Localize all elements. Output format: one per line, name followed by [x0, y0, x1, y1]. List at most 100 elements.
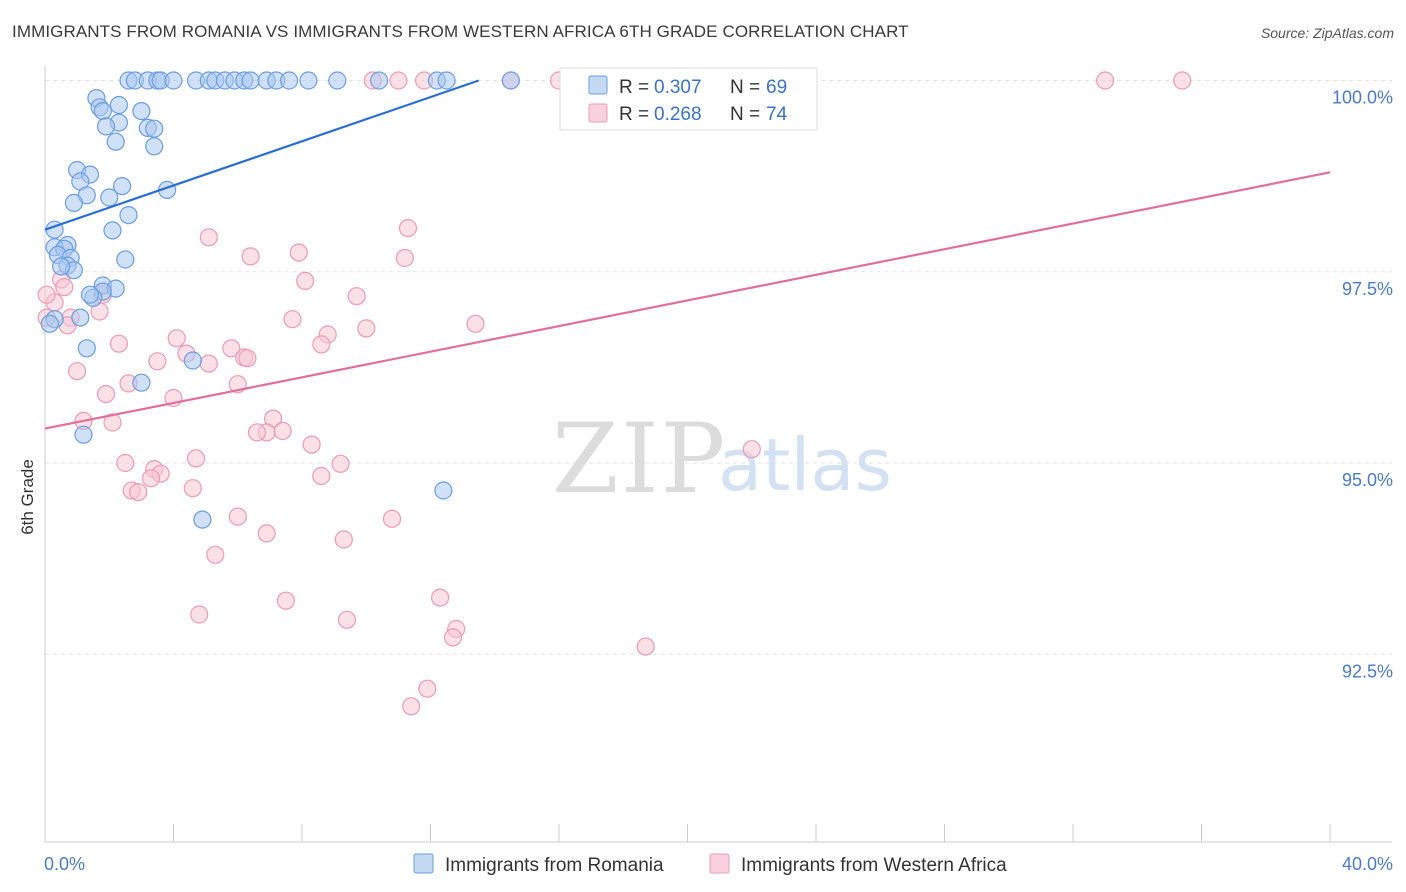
zipatlas-watermark: ZIP atlas: [552, 403, 892, 515]
romania-point: [93, 101, 112, 121]
y-tick-label: 92.5%: [1342, 661, 1393, 681]
chart-title: IMMIGRANTS FROM ROMANIA VS IMMIGRANTS FR…: [12, 22, 909, 41]
series-legend-label-western-africa: Immigrants from Western Africa: [741, 855, 1007, 876]
western-africa-point: [395, 248, 414, 268]
western-africa-point: [37, 285, 56, 304]
romania-point: [51, 257, 71, 276]
stats-legend: R = 0.307 N = 69 R = 0.268 N = 74: [559, 67, 818, 131]
western-africa-point: [199, 228, 218, 247]
western-africa-point: [1173, 71, 1192, 90]
source-label: Source: ZipAtlas.com: [1260, 25, 1394, 41]
x-tick-label-min: 0.0%: [44, 854, 85, 874]
romania-point: [299, 71, 318, 90]
western-africa-point: [296, 271, 315, 290]
western-africa-point: [636, 637, 655, 656]
western-africa-point: [257, 524, 276, 543]
romania-point: [119, 206, 138, 225]
western-africa-point: [466, 314, 485, 333]
romania-point: [109, 95, 129, 115]
western-africa-point: [431, 588, 450, 607]
western-africa-point: [241, 247, 260, 266]
y-tick-label: 95.0%: [1342, 470, 1393, 490]
romania-point: [112, 177, 132, 196]
grid-lines: [45, 80, 1392, 655]
legend-r-label-romania: R =: [619, 77, 649, 98]
western-africa-point: [190, 605, 209, 624]
western-africa-point: [199, 354, 218, 373]
western-africa-point: [109, 334, 129, 353]
western-africa-point: [55, 278, 74, 297]
axes: [44, 66, 1392, 843]
romania-point: [145, 119, 164, 138]
legend-r-value-western-africa: 0.268: [654, 104, 702, 125]
series-legend-swatch-western-africa: [709, 853, 730, 874]
romania-point: [80, 285, 100, 304]
romania-point: [103, 221, 122, 240]
y-axis-label: 6th Grade: [18, 459, 37, 535]
western-africa-point: [312, 466, 331, 486]
romania-point: [71, 308, 90, 327]
romania-point: [164, 71, 183, 90]
legend-r-label-western-africa: R =: [619, 104, 649, 125]
western-africa-point: [357, 319, 376, 338]
romania-point: [241, 71, 260, 90]
western-africa-point: [67, 362, 87, 381]
trend-line-western-africa: [44, 171, 1331, 430]
western-africa-point: [443, 628, 463, 647]
western-africa-point: [183, 479, 202, 498]
x-tick-labels: 0.0% 40.0%: [44, 854, 1393, 874]
y-tick-label: 97.5%: [1342, 279, 1393, 299]
western-africa-point: [418, 679, 437, 698]
western-africa-point: [283, 310, 302, 329]
western-africa-point: [96, 385, 116, 404]
western-africa-point: [389, 71, 408, 90]
legend-n-value-romania: 69: [766, 77, 787, 98]
western-africa-point: [276, 591, 295, 610]
western-africa-point: [334, 530, 353, 549]
trend-lines: [44, 79, 1331, 430]
watermark-zip: ZIP: [552, 403, 727, 515]
western-africa-point: [742, 440, 761, 459]
romania-point: [100, 188, 119, 207]
legend-swatch-romania: [588, 75, 608, 95]
romania-point: [74, 425, 93, 444]
romania-point: [370, 71, 389, 90]
western-africa-point: [1095, 71, 1115, 90]
legend-n-label-western-africa: N =: [730, 104, 760, 125]
western-africa-point: [347, 287, 366, 306]
western-africa-point: [247, 423, 267, 442]
western-africa-point: [222, 339, 241, 358]
romania-point: [183, 351, 202, 370]
romania-point: [437, 71, 456, 90]
western-africa-point: [398, 219, 418, 238]
series-legend-swatch-romania: [413, 853, 434, 874]
y-tick-label: 100.0%: [1332, 88, 1393, 108]
legend-n-label-romania: N =: [730, 77, 760, 98]
data-points: [37, 71, 1192, 716]
western-africa-point: [186, 449, 206, 468]
romania-point: [501, 71, 520, 90]
western-africa-point: [116, 453, 135, 473]
romania-point: [280, 71, 299, 90]
romania-point: [96, 117, 116, 136]
western-africa-point: [167, 329, 186, 348]
western-africa-point: [273, 421, 292, 440]
western-africa-point: [289, 243, 308, 262]
legend-n-value-western-africa: 74: [766, 104, 788, 125]
watermark-atlas: atlas: [718, 423, 892, 507]
romania-point: [106, 132, 125, 151]
western-africa-point: [141, 469, 161, 488]
western-africa-point: [228, 507, 247, 526]
western-africa-point: [402, 697, 421, 716]
romania-point: [64, 193, 84, 212]
romania-point: [193, 510, 212, 529]
romania-point: [132, 373, 151, 392]
y-tick-labels: 92.5% 95.0% 97.5% 100.0%: [1332, 88, 1393, 682]
western-africa-point: [206, 545, 225, 564]
western-africa-point: [302, 435, 321, 454]
western-africa-point: [148, 352, 167, 371]
legend-r-value-romania: 0.307: [654, 77, 702, 98]
western-africa-point: [238, 349, 257, 368]
romania-point: [77, 339, 96, 358]
